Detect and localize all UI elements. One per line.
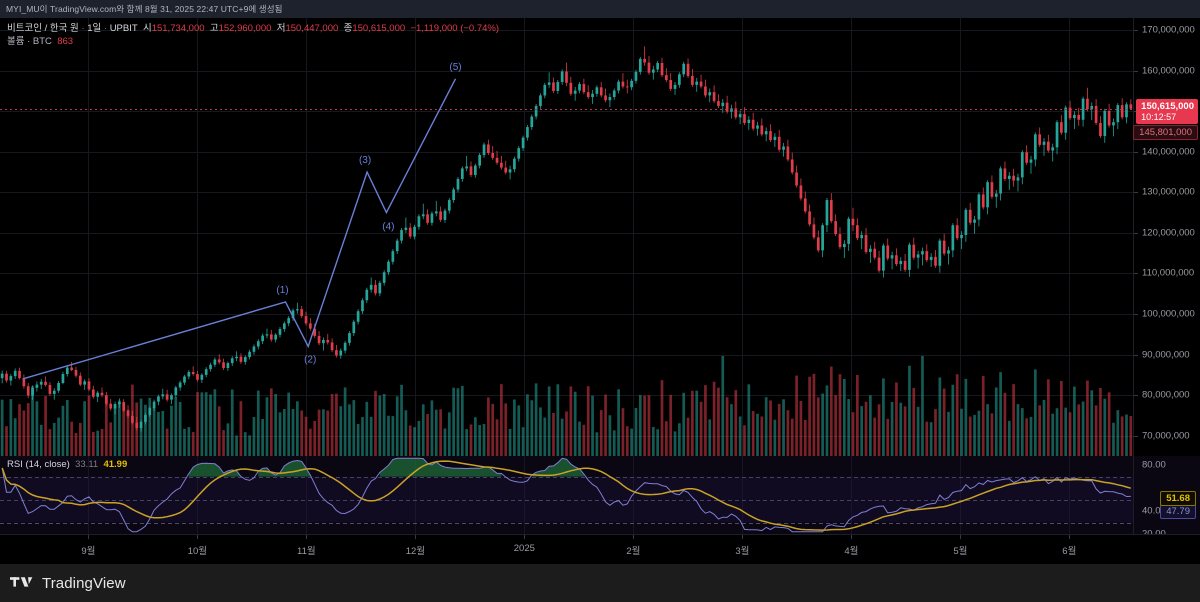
previous-close-tag[interactable]: 145,801,000 <box>1133 124 1198 140</box>
rsi-axis-label: 40.00 <box>1142 505 1166 517</box>
price-axis-tick <box>1134 71 1138 72</box>
time-axis-label: 9월 <box>81 546 96 557</box>
price-axis-label: 110,000,000 <box>1142 267 1195 279</box>
price-axis-tick <box>1134 355 1138 356</box>
price-axis-label: 170,000,000 <box>1142 24 1195 36</box>
wave-labels: (1) (2) (3) (4) (5) <box>276 62 461 366</box>
rsi-ma-value: 33.11 <box>75 459 99 470</box>
time-axis-tick <box>1069 535 1070 539</box>
price-axis-label: 130,000,000 <box>1142 186 1195 198</box>
price-axis-tick <box>1134 111 1138 112</box>
time-axis-label: 12월 <box>405 546 425 557</box>
time-axis-tick <box>742 535 743 539</box>
time-axis-tick <box>88 535 89 539</box>
tradingview-wordmark: TradingView <box>42 574 126 592</box>
time-axis-tick <box>633 535 634 539</box>
price-axis-tick <box>1134 152 1138 153</box>
price-plot-area[interactable]: (1) (2) (3) (4) (5) <box>0 18 1133 456</box>
attribution-bar: MYI_MU이 TradingView.com와 함께 8월 31, 2025 … <box>0 0 1200 18</box>
rsi-axis[interactable]: 80.00 40.00 20.00 51.68 47.79 <box>1133 456 1200 534</box>
rsi-ma-line <box>1 460 1132 531</box>
time-axis-label: 2025 <box>513 543 535 554</box>
attribution-text: MYI_MU이 TradingView.com와 함께 8월 31, 2025 … <box>6 4 283 14</box>
svg-text:(4): (4) <box>382 222 394 233</box>
time-axis-tick <box>415 535 416 539</box>
price-axis[interactable]: 170,000,000160,000,000150,000,000140,000… <box>1133 18 1200 456</box>
price-axis-label: 100,000,000 <box>1142 308 1195 320</box>
rsi-plot-area[interactable] <box>0 456 1133 534</box>
candles <box>0 46 1133 432</box>
volume-bars <box>0 356 1133 456</box>
time-axis-tick <box>306 535 307 539</box>
tradingview-mark-icon <box>10 577 33 587</box>
tradingview-logo: TradingView <box>10 575 126 592</box>
candlestick-svg: (1) (2) (3) (4) (5) <box>0 18 1133 456</box>
rsi-axis-label: 80.00 <box>1142 459 1166 471</box>
current-price-value: 150,615,000 <box>1141 100 1194 112</box>
price-axis-tick <box>1134 436 1138 437</box>
price-pane[interactable]: (1) (2) (3) (4) (5) 170,000,000 160,000,000 15… <box>0 18 1200 456</box>
rsi-svg <box>0 456 1133 534</box>
price-axis-label: 80,000,000 <box>1142 389 1190 401</box>
svg-text:(1): (1) <box>276 285 288 296</box>
bar-countdown: 10:12:57 <box>1141 111 1177 122</box>
svg-text:(5): (5) <box>449 62 461 73</box>
rsi-value-badge[interactable]: 47.79 <box>1160 503 1196 519</box>
footer-bar: TradingView <box>0 564 1200 602</box>
time-axis-label: 3월 <box>735 546 750 557</box>
time-axis[interactable]: 9월 10월 11월 12월 2025 2월 3월 4월 5월 6월 <box>0 534 1200 564</box>
price-axis-label: 120,000,000 <box>1142 227 1195 239</box>
rsi-value: 41.99 <box>103 459 128 470</box>
rsi-title: RSI (14, close) <box>7 459 70 470</box>
rsi-legend: RSI (14, close) 33.11 41.99 <box>7 459 127 470</box>
chart-body: (1) (2) (3) (4) (5) 170,000,000 160,000,000 15… <box>0 18 1200 564</box>
time-axis-label: 10월 <box>187 546 208 557</box>
rsi-axis-label: 20.00 <box>1142 528 1166 535</box>
time-axis-tick <box>960 535 961 539</box>
time-axis-label: 11월 <box>297 546 316 557</box>
price-axis-label: 70,000,000 <box>1142 430 1190 442</box>
time-axis-label: 5월 <box>953 546 968 557</box>
price-axis-tick <box>1134 192 1138 193</box>
rsi-ma-badge[interactable]: 51.68 <box>1160 490 1196 506</box>
time-axis-tick <box>851 535 852 539</box>
price-axis-label: 160,000,000 <box>1142 65 1195 77</box>
svg-text:(2): (2) <box>304 355 316 366</box>
time-axis-label: 4월 <box>844 546 859 557</box>
price-axis-tick <box>1134 233 1138 234</box>
svg-text:(3): (3) <box>359 155 371 166</box>
price-axis-label: 90,000,000 <box>1142 349 1190 361</box>
time-axis-tick <box>197 535 198 539</box>
price-axis-tick <box>1134 395 1138 396</box>
price-axis-label: 140,000,000 <box>1142 146 1195 158</box>
price-axis-tick <box>1134 314 1138 315</box>
elliott-wave-overlay <box>22 78 457 380</box>
rsi-line <box>1 457 1131 533</box>
time-axis-label: 6월 <box>1062 546 1077 557</box>
rsi-overbought-fill <box>188 458 584 477</box>
time-axis-label: 2월 <box>626 546 641 557</box>
current-price-tag[interactable]: 150,615,000 10:12:57 <box>1136 98 1198 124</box>
time-axis-tick <box>524 535 525 539</box>
price-axis-tick <box>1134 30 1138 31</box>
rsi-pane[interactable]: 80.00 40.00 20.00 51.68 47.79 RSI (14, close… <box>0 456 1200 534</box>
price-axis-tick <box>1134 273 1138 274</box>
